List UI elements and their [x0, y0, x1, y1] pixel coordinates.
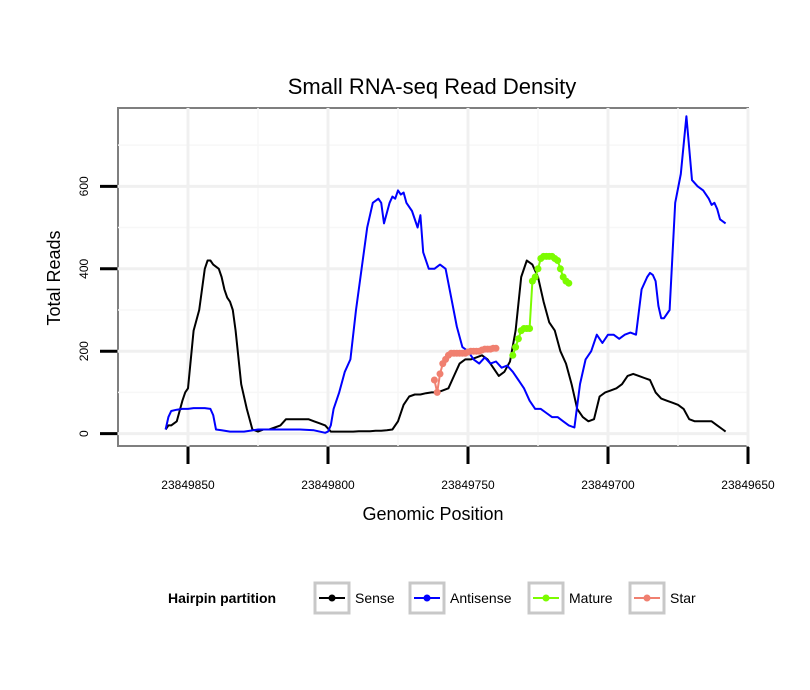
legend-label: Antisense: [450, 590, 512, 606]
x-tick-label: 23849850: [161, 478, 215, 492]
y-tick-label: 400: [77, 258, 91, 278]
y-tick-label: 200: [77, 341, 91, 361]
grid: [118, 108, 750, 446]
series-sense: [164, 259, 727, 433]
series-antisense: [164, 115, 727, 434]
y-axis-label: Total Reads: [44, 230, 64, 325]
x-tick-label: 23849800: [301, 478, 355, 492]
legend-label: Sense: [355, 590, 395, 606]
data-point-star: [433, 388, 441, 396]
series-mature: [509, 252, 573, 359]
legend-title: Hairpin partition: [168, 590, 276, 606]
x-tick-label: 23849650: [721, 478, 775, 492]
x-tick-label: 23849700: [581, 478, 635, 492]
chart-title: Small RNA-seq Read Density: [288, 74, 577, 99]
data-point-mature: [565, 279, 573, 287]
data-point-star: [436, 370, 444, 378]
data-point-mature: [556, 265, 564, 273]
legend-item-antisense: Antisense: [408, 581, 512, 615]
legend-key-marker: [542, 594, 550, 602]
x-tick-label: 23849750: [441, 478, 495, 492]
series-star: [430, 344, 500, 396]
y-axis: 0 200 400 600: [77, 176, 117, 437]
legend-item-mature: Mature: [527, 581, 613, 615]
plot-panel: [117, 107, 749, 447]
data-point-star: [430, 376, 438, 384]
legend-item-star: Star: [628, 581, 696, 615]
data-point-mature: [526, 325, 534, 332]
legend-key-marker: [328, 594, 336, 602]
series-line-sense: [164, 259, 727, 433]
legend-label: Star: [670, 590, 696, 606]
data-point-mature: [514, 335, 522, 343]
series-line-antisense: [164, 115, 727, 434]
legend-label: Mature: [569, 590, 613, 606]
y-tick-label: 0: [77, 430, 91, 437]
series-layer: [164, 115, 727, 434]
data-point-mature: [531, 273, 539, 281]
data-point-star: [492, 344, 500, 352]
x-axis-label: Genomic Position: [362, 504, 503, 524]
data-point-mature: [512, 343, 520, 351]
y-tick-label: 600: [77, 176, 91, 196]
data-point-mature: [534, 265, 542, 273]
legend-key-marker: [423, 594, 431, 602]
data-point-mature: [554, 257, 562, 264]
legend-key-marker: [643, 594, 651, 602]
data-point-mature: [509, 351, 517, 359]
legend-item-sense: Sense: [313, 581, 395, 615]
x-axis: 23849850 23849800 23849750 23849700 23849650: [161, 447, 775, 492]
legend: Hairpin partition Sense Antisense Mature St…: [168, 581, 696, 615]
